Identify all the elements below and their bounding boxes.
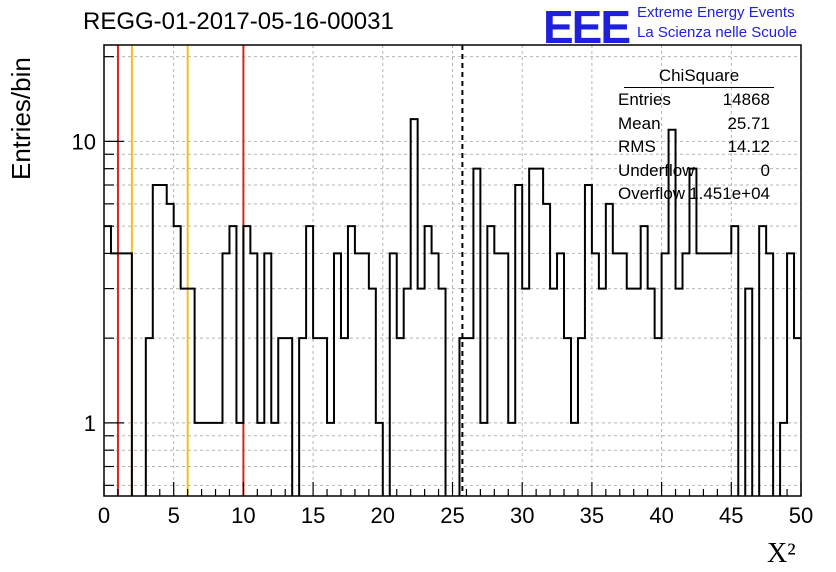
stats-value: 25.71 [727, 113, 770, 133]
stats-label: RMS [618, 137, 656, 156]
x-tick-label: 5 [168, 503, 180, 528]
logo-line-1: Extreme Energy Events [637, 4, 795, 21]
axis-ticks [103, 56, 802, 496]
x-tick-label: 45 [719, 503, 743, 528]
x-tick-label: 25 [440, 503, 464, 528]
stats-label: Underflow [618, 160, 695, 180]
chart-title: REGG-01-2017-05-16-00031 [83, 8, 394, 35]
x-tick-label: 50 [789, 503, 813, 528]
stats-label: Entries [618, 90, 671, 109]
stats-label: Mean [618, 113, 661, 133]
grid-lines [104, 45, 801, 496]
y-tick-label: 1 [84, 411, 96, 436]
x-tick-label: 30 [510, 503, 534, 528]
x-tick-label: 15 [301, 503, 325, 528]
eee-logo: EEE [543, 1, 631, 53]
stats-title: ChiSquare [624, 66, 774, 88]
stats-row-rms: RMS 14.12 [612, 135, 774, 159]
x-tick-label: 20 [371, 503, 395, 528]
x-tick-label: 40 [649, 503, 673, 528]
x-tick-label: 10 [231, 503, 255, 528]
logo-line-2: La Scienza nelle Scuole [637, 24, 798, 41]
stats-label: Overflow [618, 184, 686, 203]
stats-value: 14.12 [727, 137, 770, 156]
stats-value: 14868 [722, 90, 770, 109]
x-tick-label: 35 [580, 503, 604, 528]
tick-labels: 0 5 10 15 20 25 30 35 40 45 50 1 10 [72, 129, 814, 528]
stats-row-underflow: Underflow 0 [612, 159, 774, 183]
stats-box: ChiSquare Entries 14868 Mean 25.71 RMS 1… [612, 66, 774, 206]
x-tick-label: 0 [98, 503, 110, 528]
x-axis-label: X² [767, 538, 796, 569]
stats-value: 0 [760, 160, 770, 180]
histogram-line [104, 118, 801, 496]
stats-row-overflow: Overflow 1.451e+04 [612, 182, 774, 206]
y-tick-label: 10 [72, 129, 96, 154]
stats-value: 1.451e+04 [689, 184, 770, 203]
stats-row-mean: Mean 25.71 [612, 112, 774, 136]
y-axis-label: Entries/bin [6, 57, 36, 180]
stats-row-entries: Entries 14868 [612, 88, 774, 112]
